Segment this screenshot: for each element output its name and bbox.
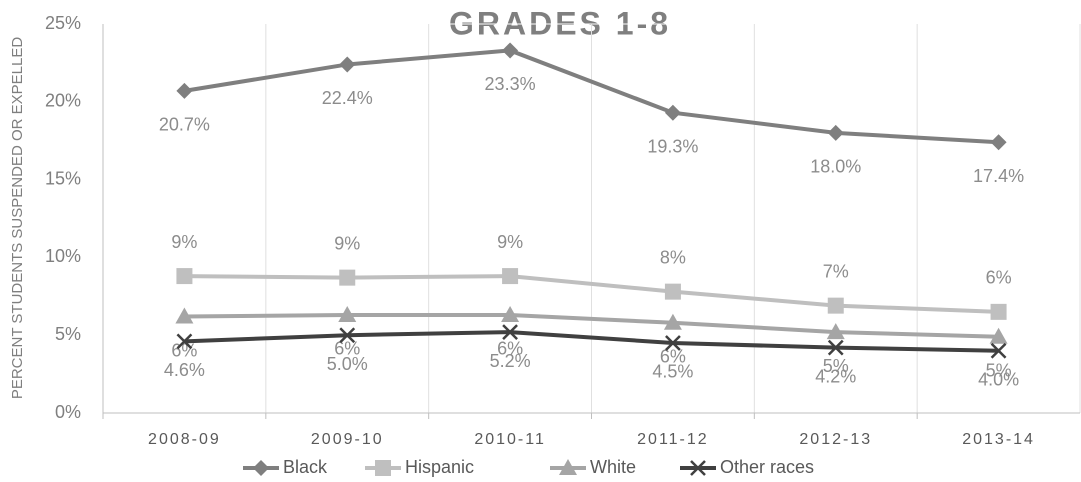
- data-label: 6%: [497, 339, 523, 359]
- marker: [663, 313, 682, 330]
- data-label: 4.0%: [978, 370, 1019, 390]
- y-tick-label: 20%: [45, 91, 81, 111]
- marker: [665, 335, 681, 351]
- series-line: [184, 48, 999, 145]
- y-tick-label: 0%: [55, 402, 81, 422]
- y-tick-label: 15%: [45, 168, 81, 188]
- data-label: 5%: [823, 356, 849, 376]
- legend-label: Other races: [720, 457, 814, 477]
- chart-title: GRADES 1-8: [449, 5, 671, 41]
- marker: [990, 342, 1007, 359]
- x-tick-label: 2011-12: [637, 431, 709, 448]
- data-label: 17.4%: [973, 166, 1024, 186]
- legend-marker: [559, 459, 577, 475]
- marker: [339, 56, 356, 73]
- x-tick-label: 2013-14: [962, 431, 1035, 448]
- data-label: 8%: [660, 247, 686, 267]
- series-line: [184, 330, 999, 353]
- data-label: 4.6%: [164, 360, 205, 380]
- marker: [339, 327, 356, 344]
- data-label: 9%: [497, 232, 523, 252]
- data-label: 19.3%: [647, 136, 698, 156]
- data-label: 9%: [171, 232, 197, 252]
- marker: [502, 42, 519, 59]
- marker: [338, 305, 357, 322]
- data-label: 5.0%: [327, 354, 368, 374]
- x-tick-label: 2008-09: [148, 431, 221, 448]
- data-label: 6%: [334, 339, 360, 359]
- legend-label: White: [590, 457, 636, 477]
- data-label: 5.2%: [490, 351, 531, 371]
- marker: [176, 333, 193, 350]
- data-label: 4.2%: [815, 366, 856, 386]
- legend-marker: [690, 460, 706, 476]
- x-tick-label: 2010-11: [474, 431, 546, 448]
- marker: [664, 104, 681, 121]
- y-tick-label: 25%: [45, 13, 81, 33]
- legend-marker: [375, 460, 391, 476]
- marker: [990, 134, 1007, 151]
- marker: [502, 268, 519, 285]
- marker: [989, 327, 1008, 344]
- y-tick-label: 5%: [55, 324, 81, 344]
- x-tick-label: 2009-10: [311, 431, 384, 448]
- data-label: 20.7%: [159, 115, 210, 135]
- data-label: 23.3%: [485, 74, 536, 94]
- data-label: 6%: [660, 347, 686, 367]
- marker: [176, 82, 193, 99]
- marker: [827, 124, 844, 141]
- marker: [827, 339, 844, 356]
- legend-label: Hispanic: [405, 457, 474, 477]
- marker: [664, 283, 681, 300]
- marker: [990, 303, 1007, 320]
- data-label: 22.4%: [322, 88, 373, 108]
- data-label: 7%: [823, 261, 849, 281]
- data-label: 4.5%: [652, 362, 693, 382]
- marker: [826, 323, 845, 340]
- y-axis-label: PERCENT STUDENTS SUSPENDED OR EXPELLED: [9, 37, 26, 399]
- data-label: 9%: [334, 233, 360, 253]
- marker: [827, 297, 844, 314]
- data-label: 5%: [986, 361, 1012, 381]
- series-line: [184, 312, 999, 339]
- x-tick-label: 2012-13: [799, 431, 872, 448]
- marker: [502, 324, 518, 340]
- y-tick-label: 10%: [45, 246, 81, 266]
- legend-label: Black: [283, 457, 328, 477]
- data-label: 6%: [986, 268, 1012, 288]
- legend-marker: [253, 460, 269, 476]
- marker: [176, 268, 193, 285]
- marker: [501, 305, 520, 322]
- data-label: 6%: [171, 340, 197, 360]
- marker: [175, 307, 194, 324]
- marker: [339, 269, 356, 286]
- series-line: [184, 274, 999, 314]
- data-label: 18.0%: [810, 157, 861, 177]
